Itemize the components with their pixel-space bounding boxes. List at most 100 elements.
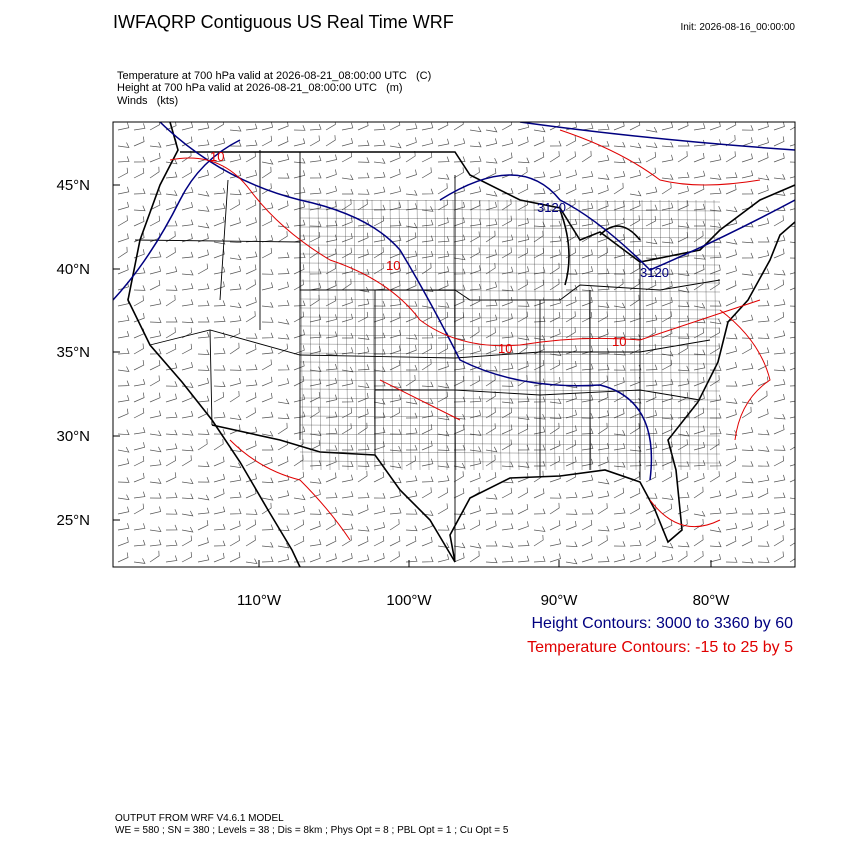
wind-barb [757, 360, 769, 371]
wind-barb [517, 157, 530, 164]
wind-barb [757, 461, 770, 467]
wind-barb [149, 122, 160, 131]
county-line [515, 199, 520, 471]
wind-barb [181, 343, 193, 355]
wind-barb [357, 334, 370, 340]
wind-barb [357, 364, 370, 371]
contour-label: 3120 [537, 200, 566, 215]
wind-barb [741, 125, 754, 131]
wind-barb [549, 359, 561, 371]
wind-barb [773, 474, 786, 483]
wind-barb [597, 503, 608, 515]
wind-barb [389, 202, 402, 211]
wind-barb [741, 426, 754, 435]
wind-barb [373, 186, 386, 195]
wind-barb [437, 525, 450, 531]
wind-barb [597, 328, 609, 339]
wind-barb [389, 394, 402, 403]
wind-barb [373, 300, 386, 307]
wind-barb [485, 374, 496, 387]
wind-barb [581, 519, 593, 531]
wind-barb [742, 508, 754, 515]
wind-barb [149, 430, 162, 437]
wind-barb [469, 312, 481, 323]
wind-barb [117, 506, 130, 515]
wind-barb [581, 266, 594, 275]
wind-barb [405, 203, 418, 211]
wind-barb [613, 443, 626, 451]
wind-barb [245, 488, 257, 499]
wind-barb [469, 542, 482, 549]
wind-barb [661, 503, 672, 515]
wind-barb [533, 334, 546, 341]
wind-barb [629, 397, 642, 404]
wind-barb [565, 311, 576, 323]
wind-barb [581, 311, 593, 323]
wind-barb [453, 217, 465, 227]
wind-barb [773, 330, 786, 339]
wind-barb [405, 525, 418, 532]
wind-barb [773, 413, 786, 420]
wind-barb [789, 385, 795, 387]
county-line [299, 442, 721, 446]
wind-barb [149, 166, 160, 179]
wind-barb [117, 142, 130, 148]
wind-barb [773, 394, 786, 403]
wind-barb [533, 152, 545, 163]
wind-barb [517, 136, 529, 147]
wind-barb [421, 410, 434, 419]
wind-barb [405, 556, 418, 563]
wind-barb [293, 494, 306, 501]
wind-barb [741, 137, 753, 147]
wind-barb [293, 438, 304, 451]
wind-barb [149, 392, 161, 403]
wind-barb [533, 444, 546, 451]
wind-barb [517, 183, 529, 195]
wind-barb [741, 521, 753, 531]
wind-barb [325, 122, 336, 131]
wind-barb [693, 230, 704, 243]
wind-barb [405, 475, 418, 483]
wind-barb [453, 167, 464, 179]
wind-barb [261, 247, 273, 259]
wind-barb [517, 444, 530, 451]
wind-barb [357, 232, 369, 243]
wind-barb [693, 393, 705, 403]
wind-barb [597, 154, 610, 163]
wind-barb [789, 257, 795, 259]
wind-barb [613, 487, 625, 499]
wind-barb [181, 317, 194, 324]
wind-barb [325, 295, 337, 307]
wind-barb [725, 172, 738, 179]
wind-barb [261, 430, 274, 437]
wind-barb [517, 266, 530, 275]
wind-barb [517, 342, 528, 355]
wind-barb [581, 345, 594, 355]
wind-barb [277, 456, 289, 467]
wind-barb [309, 155, 322, 163]
county-line [353, 199, 358, 471]
wind-barb [245, 186, 258, 195]
wind-barb [645, 270, 658, 277]
wind-barb [517, 217, 529, 227]
wind-barb [661, 494, 674, 501]
wind-barb [629, 190, 642, 197]
wind-barb [421, 332, 434, 339]
wind-barb [261, 166, 272, 179]
wind-barb [677, 343, 688, 355]
wind-barb [645, 535, 656, 547]
wind-barb [629, 249, 641, 259]
county-line [380, 199, 385, 471]
wind-barb [357, 346, 370, 355]
wind-barb [757, 488, 769, 499]
wind-barb [405, 280, 417, 291]
county-line [299, 235, 721, 239]
wind-barb [709, 428, 722, 435]
wind-barb [501, 439, 512, 451]
wind-barb [565, 509, 578, 515]
wind-barb [453, 234, 466, 243]
lat-label: 40°N [56, 261, 90, 278]
wind-barb [709, 438, 720, 451]
wind-barb [117, 537, 129, 547]
wind-barb [357, 470, 368, 483]
